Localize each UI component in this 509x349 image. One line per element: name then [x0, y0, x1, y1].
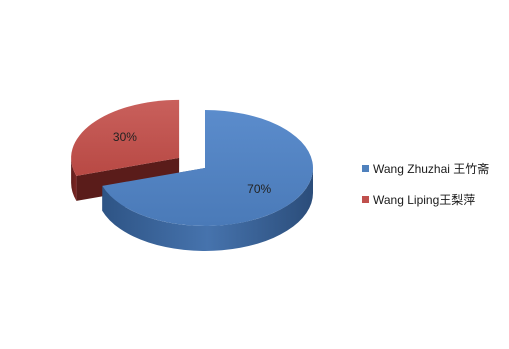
pie-tops: [71, 99, 314, 226]
pie-sides: [71, 157, 314, 251]
legend-item-wang-zhuzhai: Wang Zhuzhai 王竹斋: [362, 160, 502, 176]
pie-slice-side-wang-zhuzhai: [102, 168, 314, 251]
pie-labels: 70% 30%: [113, 130, 272, 196]
legend-item-wang-liping: Wang Liping王梨萍: [362, 191, 502, 207]
legend-swatch: [362, 195, 369, 203]
data-label-wang-zhuzhai: 70%: [247, 182, 271, 196]
pie-slice-side-wang-liping: [71, 157, 77, 201]
legend: Wang Zhuzhai 王竹斋 Wang Liping王梨萍: [362, 160, 502, 222]
legend-label: Wang Liping王梨萍: [373, 192, 476, 207]
legend-swatch: [362, 164, 369, 172]
pie-slice-wang-zhuzhai: [102, 110, 314, 226]
legend-label: Wang Zhuzhai 王竹斋: [373, 161, 490, 176]
pie-slice-wang-liping: [71, 99, 180, 176]
data-label-wang-liping: 30%: [113, 130, 137, 144]
pie-slice-wall-wang-liping: [76, 157, 180, 201]
